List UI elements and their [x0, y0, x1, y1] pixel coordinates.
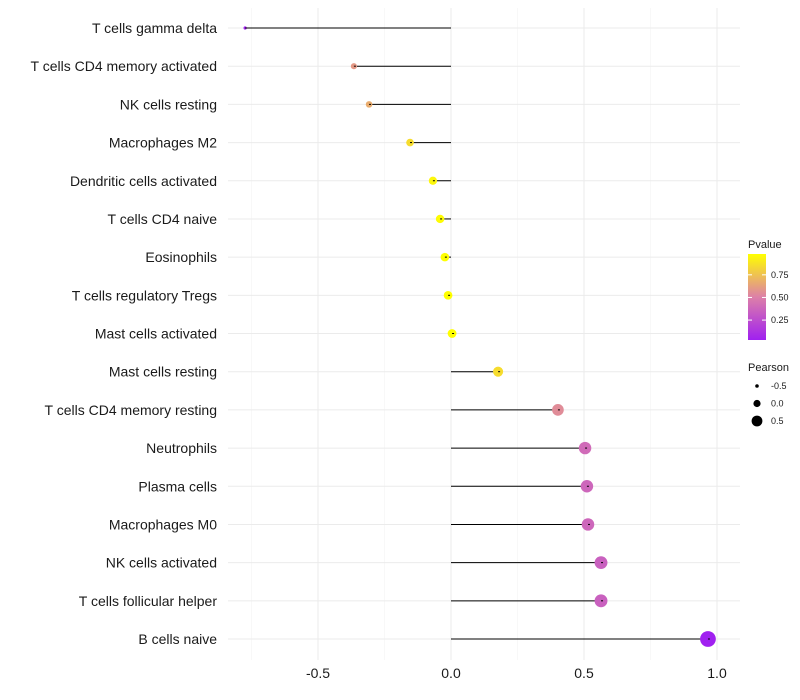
colorbar-label: 0.25 — [771, 315, 789, 325]
size-legend-dot — [751, 415, 763, 427]
size-legend-dot — [755, 384, 759, 388]
category-label: Dendritic cells activated — [70, 173, 217, 189]
category-label: Plasma cells — [138, 478, 217, 494]
category-label: T cells CD4 memory resting — [45, 402, 217, 418]
category-label: NK cells resting — [120, 96, 217, 112]
size-legend-dot — [753, 399, 761, 408]
legend-pvalue-title: Pvalue — [748, 239, 782, 251]
category-label: Eosinophils — [145, 249, 217, 265]
legend-pearson-title: Pearson — [748, 362, 789, 374]
category-label: T cells gamma delta — [92, 20, 217, 36]
category-label: T cells regulatory Tregs — [72, 287, 217, 303]
category-label: B cells naive — [138, 631, 217, 647]
x-tick-label: 0.0 — [441, 665, 461, 681]
category-label: T cells CD4 naive — [108, 211, 218, 227]
x-tick-label: 1.0 — [707, 665, 727, 681]
x-tick-label: -0.5 — [306, 665, 330, 681]
size-legend-label: 0.0 — [771, 399, 784, 409]
category-label: Mast cells activated — [95, 326, 217, 342]
category-label: NK cells activated — [106, 555, 217, 571]
lollipop-point — [440, 252, 450, 262]
category-label: Macrophages M2 — [109, 135, 217, 151]
category-label: T cells CD4 memory activated — [31, 58, 217, 74]
colorbar-label: 0.75 — [771, 270, 789, 280]
colorbar-label: 0.50 — [771, 292, 789, 302]
size-legend-label: 0.5 — [771, 416, 784, 426]
category-label: Macrophages M0 — [109, 516, 217, 532]
category-label: Neutrophils — [146, 440, 217, 456]
pvalue-colorbar — [748, 254, 766, 340]
x-tick-label: 0.5 — [574, 665, 594, 681]
category-label: Mast cells resting — [109, 364, 217, 380]
size-legend-label: -0.5 — [771, 381, 787, 391]
category-label: T cells follicular helper — [79, 593, 218, 609]
